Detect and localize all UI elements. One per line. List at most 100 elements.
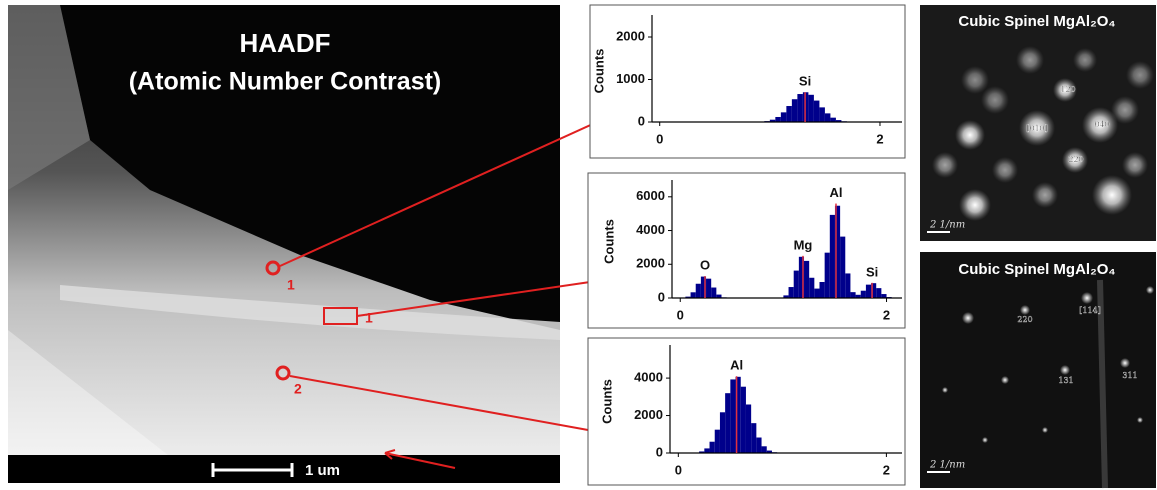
histogram-bar [788, 287, 794, 298]
x-tick-label: 0 [675, 462, 682, 477]
histogram-bar [809, 277, 815, 298]
peak-label: Mg [794, 237, 813, 252]
y-tick-label: 4000 [634, 370, 663, 385]
spot-index: 120 [1060, 85, 1075, 94]
histogram-bar [814, 288, 820, 298]
y-tick-label: 4000 [636, 222, 665, 237]
y-axis-label: Counts [599, 379, 614, 424]
histogram-bar [730, 379, 736, 453]
histogram-bar [793, 270, 799, 298]
histogram-bar [783, 295, 789, 298]
spot-index: [010] [1026, 124, 1048, 133]
marker-label: 2 [294, 381, 302, 397]
histogram-bar [699, 451, 705, 453]
diffraction-image [920, 5, 1156, 489]
histogram-bar [845, 273, 851, 298]
histogram-bar [855, 294, 861, 298]
histogram-bar [700, 276, 707, 298]
spot-index: 220 [1068, 155, 1083, 164]
peak-label: Al [829, 185, 842, 200]
marker-label: 1 [365, 310, 373, 326]
histogram-bar [881, 294, 887, 298]
peak-label: Al [730, 358, 743, 373]
histogram-bar [704, 448, 710, 453]
scale-bar-label: 1 um [305, 462, 340, 479]
histogram-bar [824, 252, 830, 298]
peak-label: Si [799, 74, 811, 89]
histogram-bar [824, 113, 831, 122]
x-tick-label: 0 [677, 307, 684, 322]
histogram-bar [850, 292, 856, 298]
haadf-image: 1 um HAADF (Atomic Number Contrast) 1 1 … [8, 5, 673, 483]
histogram-bar [840, 236, 846, 298]
histogram-bar [716, 294, 722, 298]
y-tick-label: 2000 [634, 407, 663, 422]
histogram-bar [756, 437, 762, 453]
y-tick-label: 2000 [636, 256, 665, 271]
x-tick-label: 0 [656, 131, 663, 146]
spectrum-frame [587, 172, 906, 329]
histogram-bar [871, 283, 877, 298]
histogram-bar [797, 94, 803, 122]
histogram-bar [876, 288, 882, 298]
histogram-bar [740, 386, 746, 453]
scale-bar-label: 2 1/nm [929, 460, 965, 471]
y-tick-label: 0 [658, 289, 665, 304]
histogram-bar [719, 412, 726, 453]
panel-title: Cubic Spinel MgAl₂O₄ [958, 13, 1115, 30]
histogram-bar [865, 284, 872, 298]
histogram-bar [804, 260, 810, 298]
histogram-bar [725, 393, 731, 453]
histogram-bar [808, 94, 814, 122]
histogram-bar [834, 205, 841, 298]
spot-index: [114] [1079, 306, 1101, 315]
image-title: HAADF [240, 28, 331, 58]
histogram-bar [860, 290, 866, 298]
y-tick-label: 6000 [636, 188, 665, 203]
marker-label: 1 [287, 277, 295, 293]
scale-bar-label: 2 1/nm [929, 220, 965, 231]
histogram-bar [714, 429, 720, 453]
histogram-bar [745, 404, 752, 453]
y-tick-label: 2000 [616, 28, 645, 43]
histogram-bar [711, 287, 717, 298]
y-tick-label: 0 [656, 444, 663, 459]
histogram-bar [695, 283, 701, 298]
histogram-bar [830, 117, 836, 122]
image-subtitle: (Atomic Number Contrast) [129, 68, 442, 96]
histogram-bar [829, 214, 835, 298]
y-tick-label: 1000 [616, 71, 645, 86]
spectrum-frame [589, 4, 906, 159]
spot-index: 220 [1017, 315, 1032, 324]
y-tick-label: 0 [638, 113, 645, 128]
x-tick-label: 2 [883, 462, 890, 477]
x-tick-label: 2 [876, 131, 883, 146]
peak-label: O [700, 258, 710, 273]
spot-index: 311 [1122, 371, 1137, 380]
histogram-bar [791, 99, 798, 122]
peak-label: Si [866, 264, 878, 279]
histogram-bar [775, 116, 781, 122]
spot-index: 131 [1058, 376, 1073, 385]
x-tick-label: 2 [883, 307, 890, 322]
panel-title: Cubic Spinel MgAl₂O₄ [958, 261, 1115, 278]
histogram-bar [761, 446, 767, 453]
histogram-bar [766, 450, 772, 453]
histogram-bar [786, 106, 792, 122]
histogram-bar [706, 278, 712, 298]
histogram-bar [819, 107, 825, 122]
histogram-bar [685, 296, 691, 298]
histogram-bar [769, 119, 776, 122]
y-axis-label: Counts [591, 49, 606, 94]
histogram-bar [751, 423, 757, 453]
histogram-bar [813, 100, 820, 122]
histogram-bar [735, 376, 741, 453]
histogram-bar [690, 292, 696, 298]
histogram-bar [835, 120, 842, 122]
histogram-bar [798, 256, 805, 298]
y-axis-label: Counts [601, 219, 616, 264]
spot-index: 040 [1094, 120, 1109, 129]
histogram-bar [819, 281, 825, 298]
histogram-bar [780, 112, 787, 122]
